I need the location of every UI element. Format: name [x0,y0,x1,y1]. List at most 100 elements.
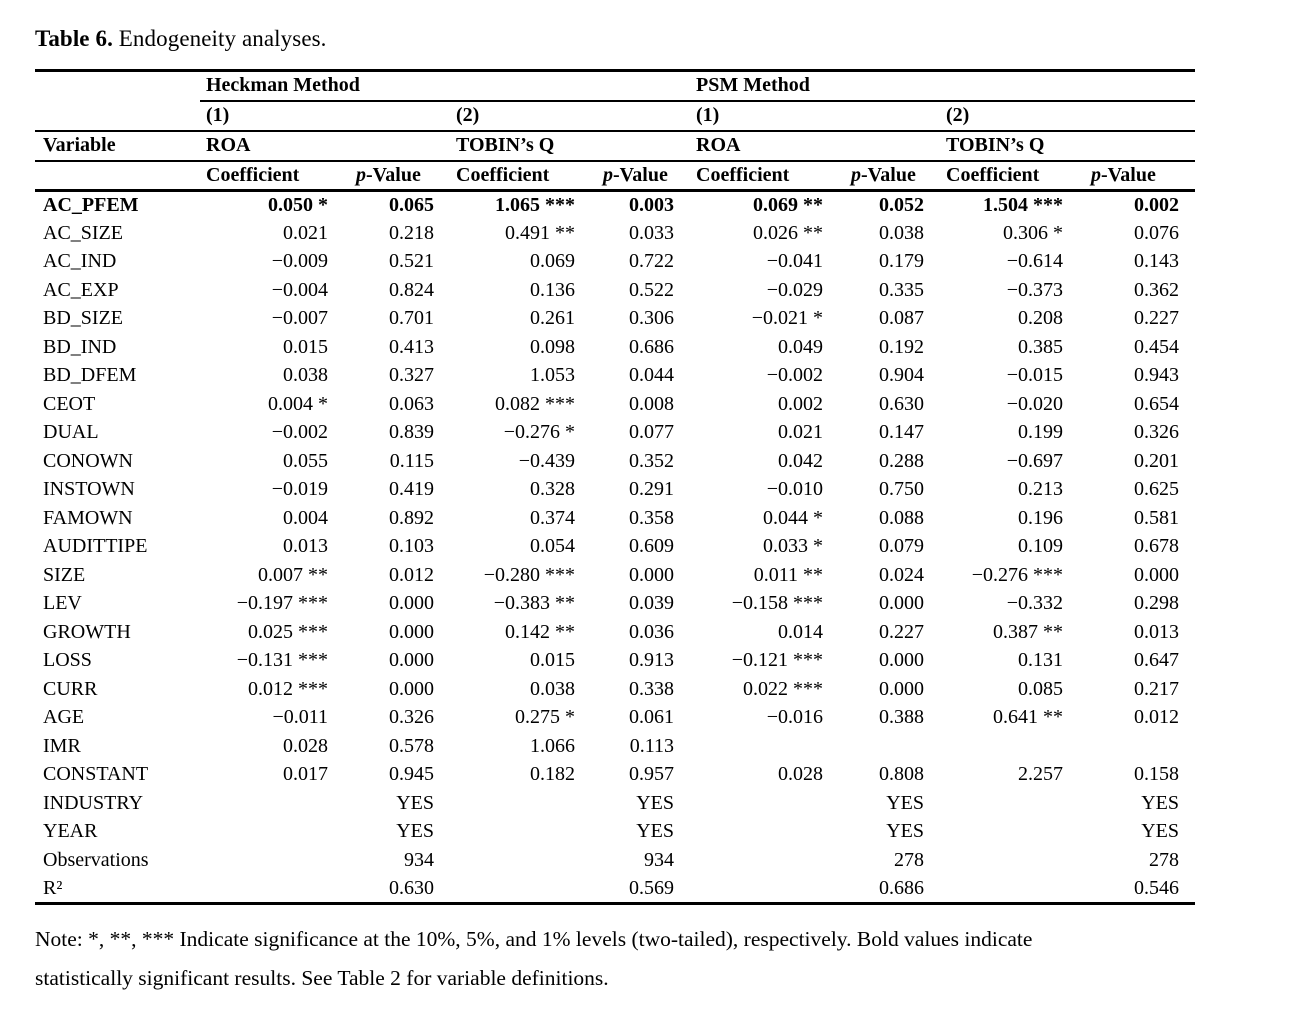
p-value-cell: 0.578 [389,734,434,757]
coefficient-cell: 0.013 [283,535,328,558]
coefficient-cell: −0.021 * [751,307,824,330]
tobins-q-header: TOBIN’s Q [450,130,691,162]
p-value-cell: 934 [404,848,434,871]
p-value-cell: 0.358 [629,506,675,529]
model-2-header: (2) [450,100,691,132]
model-1-header: (1) [200,100,450,132]
heckman-method-header: Heckman Method [200,70,691,102]
p-value-header: p-Value [597,160,691,192]
coefficient-cell [450,846,597,875]
p-value-cell: 0.335 [879,278,925,301]
p-value-cell: 0.701 [389,307,434,330]
p-value-cell: 934 [644,848,675,871]
coefficient-cell: 0.028 [283,734,328,757]
variable-cell: INSTOWN [43,478,135,501]
coefficient-cell: 0.007 ** [258,563,328,586]
table-row: BD_SIZE −0.007 0.701 0.261 0.306 −0.021 … [35,305,1195,334]
table-body: AC_PFEM 0.050 * 0.065 1.065 *** 0.003 0.… [35,191,1195,904]
p-value-cell: YES [636,820,675,843]
p-value-cell: 0.063 [389,392,434,415]
table-row: BD_DFEM 0.038 0.327 1.053 0.044 −0.002 0… [35,362,1195,391]
coefficient-cell [200,818,350,847]
p-value-cell: 0.217 [1134,677,1180,700]
variable-cell: LEV [43,592,82,615]
p-value-cell: 0.630 [879,392,925,415]
p-value-cell: 0.087 [879,307,925,330]
p-value-cell: 0.158 [1134,763,1180,786]
table-row: CONSTANT 0.017 0.945 0.182 0.957 0.028 0… [35,761,1195,790]
p-value-cell: 0.388 [879,706,925,729]
table-title: Table 6. Endogeneity analyses. [35,26,1275,52]
header-spacer-cell [35,71,200,101]
coefficient-cell: 0.641 ** [993,706,1064,729]
table-row: AC_SIZE 0.021 0.218 0.491 ** 0.033 0.026… [35,219,1195,248]
coefficient-cell: 0.004 * [268,392,328,415]
p-value-cell: 0.061 [629,706,675,729]
table-row: AC_EXP −0.004 0.824 0.136 0.522 −0.029 0… [35,276,1195,305]
coefficient-cell: −0.383 ** [493,592,575,615]
variable-cell: DUAL [43,421,99,444]
p-value-cell: 0.143 [1134,250,1180,273]
coefficient-cell: 0.136 [530,278,575,301]
coefficient-cell [940,732,1085,761]
coefficient-cell: −0.011 [272,706,328,729]
coefficient-cell [200,846,350,875]
coefficient-header: Coefficient [200,160,350,192]
coefficient-cell: 0.328 [530,478,575,501]
p-value-cell: 0.362 [1134,278,1180,301]
coefficient-cell: 0.021 [283,221,328,244]
paper-page: Table 6. Endogeneity analyses. Heckman M… [35,26,1275,990]
coefficient-cell: −0.439 [518,449,575,472]
p-value-cell: 0.288 [879,449,925,472]
header-spacer-cell [35,160,200,192]
variable-cell: YEAR [43,820,98,843]
p-value-cell: 0.077 [629,421,675,444]
coefficient-cell: −0.332 [1006,592,1064,615]
coefficient-cell: −0.158 *** [731,592,824,615]
coefficient-cell: 0.098 [530,335,575,358]
table-title-label: Table 6. [35,26,113,51]
coefficient-cell: 0.491 ** [505,221,575,244]
p-value-cell: 0.546 [1134,876,1180,899]
coefficient-cell [690,789,845,818]
coefficient-cell [200,789,350,818]
coefficient-cell: 0.015 [530,649,575,672]
table-row: Observations 934 934 278 278 [35,846,1195,875]
p-value-cell: 0.522 [629,278,675,301]
variable-cell: BD_SIZE [43,307,123,330]
p-value-cell: 0.000 [389,677,434,700]
coefficient-cell [690,818,845,847]
p-value-cell: 0.052 [879,194,925,216]
coefficient-cell: 0.213 [1018,478,1064,501]
p-value-cell [845,732,940,761]
variable-column-header: Variable [35,130,200,162]
p-value-cell: 0.298 [1134,592,1180,615]
column-heads-row: Coefficient p-Value Coefficient p-Value … [35,160,1196,192]
coefficient-cell: 0.069 ** [753,194,824,216]
p-value-cell: 0.113 [629,734,675,757]
p-value-cell: 0.413 [389,335,434,358]
p-value-cell: 0.147 [879,421,925,444]
coefficient-cell: 0.261 [530,307,575,330]
coefficient-cell: 0.002 [778,392,824,415]
p-value-cell: YES [396,820,434,843]
roa-header: ROA [200,130,450,162]
table-row: SIZE 0.007 ** 0.012 −0.280 *** 0.000 0.0… [35,561,1195,590]
table-row: GROWTH 0.025 *** 0.000 0.142 ** 0.036 0.… [35,618,1195,647]
p-value-cell: 0.008 [629,392,675,415]
p-value-cell: 0.103 [389,535,434,558]
coefficient-cell: 0.050 * [268,194,328,216]
p-value-cell: 0.750 [879,478,925,501]
table-row: BD_IND 0.015 0.413 0.098 0.686 0.049 0.1… [35,333,1195,362]
p-value-cell: 0.002 [1134,194,1180,216]
coefficient-cell: 0.038 [283,364,328,387]
psm-method-header: PSM Method [690,70,1196,102]
coefficient-cell: −0.697 [1006,449,1064,472]
table-row: LOSS −0.131 *** 0.000 0.015 0.913 −0.121… [35,647,1195,676]
coefficient-cell: −0.614 [1006,250,1064,273]
p-value-cell: 0.722 [629,250,675,273]
coefficient-cell: −0.002 [271,421,328,444]
p-value-cell: 0.306 [629,307,675,330]
p-value-cell: 0.044 [629,364,675,387]
coefficient-cell: 0.017 [283,763,328,786]
